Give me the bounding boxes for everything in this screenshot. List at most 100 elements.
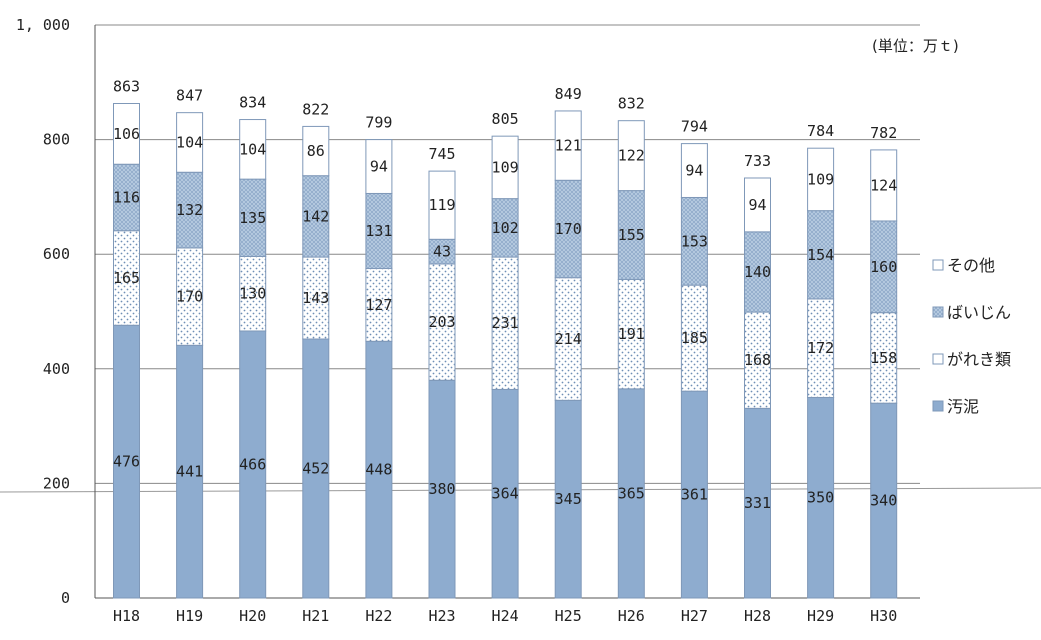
legend-label: ばいじん [947,303,1011,322]
legend-swatch [932,259,944,271]
label-layer: 476 165 116 106 863 441 170 132 104 847 466 130 135 1… [113,78,897,513]
data-label: 140 [744,263,771,281]
data-label: 119 [428,196,455,214]
bar-segment [807,210,835,300]
x-tick-label: H24 [492,607,519,625]
data-label: 94 [370,158,388,176]
data-label: 170 [555,220,582,238]
bar-segment [365,139,393,194]
data-label: 158 [870,349,897,367]
bar-segment [113,103,140,165]
legend-swatch [932,353,944,365]
bar-segment [744,407,771,599]
unit-label: (単位：万ｔ) [872,37,959,55]
bar-segment [176,247,204,346]
total-label: 849 [555,85,582,103]
data-label: 168 [744,351,771,369]
data-label: 155 [618,226,645,244]
bar-segment [870,149,898,222]
x-tick-label: H19 [176,607,203,625]
bar-segment [870,220,898,314]
y-tick-label: 400 [43,360,70,378]
x-tick-label: H22 [365,607,392,625]
data-label: 121 [555,137,582,155]
data-label: 104 [176,133,203,151]
x-tick-label: H23 [428,607,455,625]
total-label: 834 [239,94,266,112]
bar-segment [680,284,708,392]
bar-segment [680,143,708,198]
data-label: 130 [239,285,266,303]
bar-segment [870,312,898,404]
bar-segment [807,147,835,212]
bar-segment [365,192,393,270]
data-label: 170 [176,288,203,306]
data-label: 448 [365,461,392,479]
bar-segment [365,340,393,599]
y-tick-label: 0 [61,589,70,607]
bar-segment [428,379,456,599]
total-label: 863 [113,78,140,96]
scan-line [0,487,1041,493]
bar-segment [302,256,330,340]
data-label: 143 [302,289,329,307]
bar-segment [113,324,140,599]
bar-segment [744,231,771,313]
data-label: 361 [681,486,708,504]
bar-segment [807,298,835,398]
data-label: 165 [113,269,140,287]
bar-segment [113,230,140,326]
axis-layer: 0 200 400 600 800 1, 000 H18 H19 H20 H21 H22 H23 H24… [16,16,920,625]
bar-segment [428,170,456,240]
bar-segment [807,396,835,599]
bar-segment [680,390,708,599]
data-label: 127 [365,296,392,314]
x-tick-label: H29 [807,607,834,625]
y-tick-label: 200 [43,474,70,492]
total-label: 733 [744,152,771,170]
y-tick-label: 800 [43,131,70,149]
data-label: 441 [176,463,203,481]
legend-swatch [932,400,944,412]
y-tick-label: 600 [43,245,70,263]
bar-segment [239,330,267,599]
data-label: 350 [807,489,834,507]
data-label: 132 [176,201,203,219]
total-label: 799 [365,114,392,132]
total-label: 745 [428,145,455,163]
data-label: 131 [365,222,392,240]
total-label: 794 [681,118,708,136]
data-label: 452 [302,460,329,478]
bar-segment [491,256,519,390]
bar-segment [554,179,582,279]
data-label: 380 [428,480,455,498]
x-tick-label: H26 [618,607,645,625]
data-label: 104 [239,140,266,158]
bar-segment [491,135,519,200]
x-tick-label: H18 [113,607,140,625]
data-label: 331 [744,494,771,512]
data-label: 364 [492,485,519,503]
data-label: 172 [807,339,834,357]
bar-segment [491,198,519,258]
bar-layer [113,103,898,599]
legend-label: 汚泥 [947,397,979,416]
data-label: 340 [870,492,897,510]
x-tick-label: H28 [744,607,771,625]
total-label: 847 [176,87,203,105]
data-label: 43 [433,243,451,261]
bar-segment [239,119,267,180]
legend-label: がれき類 [947,350,1011,369]
bar-segment [491,388,519,599]
x-tick-label: H21 [302,607,329,625]
total-label: 784 [807,122,834,140]
bar-segment [617,120,645,192]
x-tick-label: H25 [555,607,582,625]
data-label: 109 [492,158,519,176]
bar-segment [617,278,645,390]
y-tick-label: 1, 000 [16,16,70,34]
bar-segment [176,112,204,173]
x-tick-label: H20 [239,607,266,625]
data-label: 124 [870,176,897,194]
data-label: 102 [492,219,519,237]
